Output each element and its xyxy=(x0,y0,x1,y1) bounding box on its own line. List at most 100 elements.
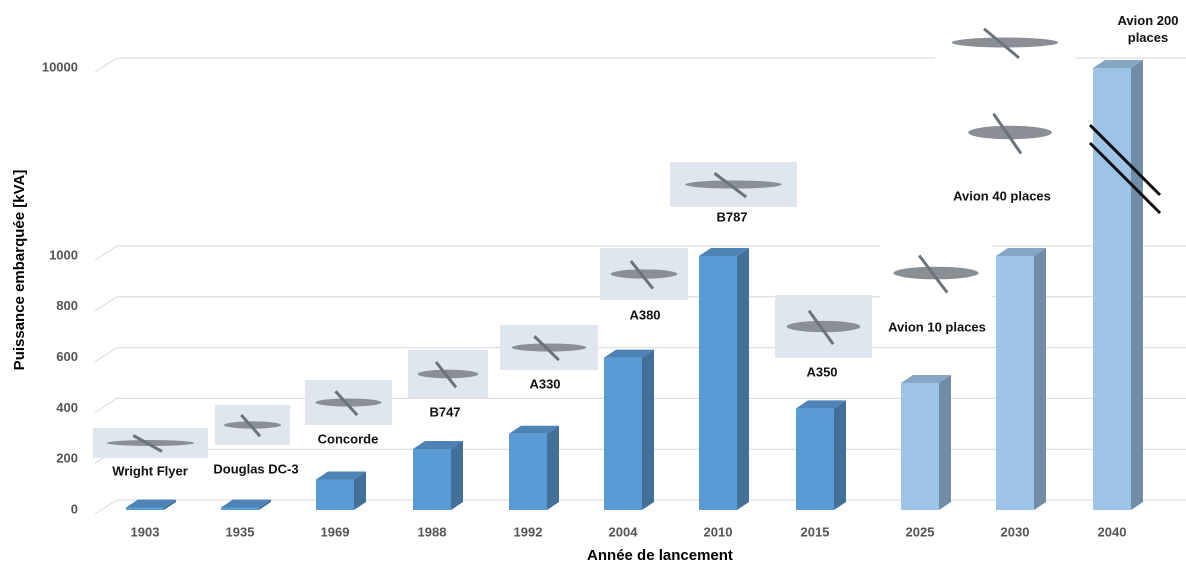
plane-wing xyxy=(918,254,949,294)
bar-side xyxy=(354,471,366,510)
y-tick-label: 1000 xyxy=(49,247,78,262)
aircraft-label: A330 xyxy=(529,376,560,391)
plane-body xyxy=(610,269,678,279)
aircraft-label: Douglas DC-3 xyxy=(213,461,298,476)
grid-line xyxy=(94,245,1186,261)
aircraft-label: B747 xyxy=(429,404,460,419)
aircraft-image xyxy=(880,238,992,308)
plane-wing xyxy=(434,361,458,389)
aircraft-label: Avion 10 places xyxy=(888,319,986,334)
bar-front xyxy=(901,383,939,510)
bar-side xyxy=(1034,248,1046,510)
bar-side xyxy=(642,349,654,510)
plane-wing xyxy=(713,172,748,199)
x-tick-label: 2004 xyxy=(609,524,639,539)
aircraft-image xyxy=(93,428,208,458)
bar-front xyxy=(509,433,547,510)
aircraft-image xyxy=(305,380,392,425)
bar-top xyxy=(221,499,271,508)
x-tick-label: 1935 xyxy=(226,524,255,539)
aircraft-label: Concorde xyxy=(318,431,379,446)
y-tick-label: 0 xyxy=(71,501,78,516)
bar-side xyxy=(1131,60,1143,510)
y-tick-label: 800 xyxy=(56,298,78,313)
bar-front xyxy=(796,408,834,510)
bar-front xyxy=(604,357,642,510)
aircraft-label: Wright Flyer xyxy=(112,463,188,478)
plane-wing xyxy=(334,390,359,417)
aircraft-image xyxy=(408,350,488,398)
plane-body xyxy=(968,125,1052,140)
y-tick-label: 10000 xyxy=(42,59,78,74)
y-axis-title: Puissance embarquée [kVA] xyxy=(11,170,28,371)
x-tick-label: 1988 xyxy=(418,524,447,539)
bar-front xyxy=(413,449,451,510)
x-tick-label: 2040 xyxy=(1098,524,1127,539)
aircraft-label: A380 xyxy=(629,307,660,322)
grid-line xyxy=(94,397,1186,413)
aircraft-image xyxy=(215,405,290,445)
x-tick-label: 2030 xyxy=(1001,524,1030,539)
x-tick-label: 1903 xyxy=(131,524,160,539)
bar-side xyxy=(164,499,176,510)
aircraft-image xyxy=(935,15,1075,70)
aircraft-label: B787 xyxy=(716,209,747,224)
plane-wing xyxy=(533,335,560,362)
x-tick-label: 1969 xyxy=(321,524,350,539)
bar-top xyxy=(413,441,463,450)
bar-front xyxy=(221,507,259,510)
bar-top xyxy=(1093,60,1143,68)
grid-line xyxy=(94,57,1186,73)
plane-body xyxy=(951,37,1059,48)
x-tick-label: 1992 xyxy=(514,524,543,539)
bar-side xyxy=(737,248,749,510)
x-tick-label: 2015 xyxy=(801,524,830,539)
bar-top xyxy=(996,248,1046,256)
aircraft-image xyxy=(775,295,872,358)
axis-break xyxy=(1088,141,1162,215)
plane-body xyxy=(685,180,782,189)
plane-wing xyxy=(629,260,654,290)
bar-front xyxy=(126,507,164,510)
plane-wing xyxy=(240,414,262,438)
bar-top xyxy=(901,375,951,383)
plane-wing xyxy=(983,27,1020,60)
bar-side xyxy=(547,425,559,510)
bar-front xyxy=(1093,68,1131,510)
aircraft-label: Avion 40 places xyxy=(953,188,1051,203)
x-axis-title: Année de lancement xyxy=(587,547,733,564)
aircraft-image xyxy=(500,325,598,370)
bar-side xyxy=(834,400,846,510)
y-tick-label: 400 xyxy=(56,400,78,415)
aircraft-image xyxy=(670,162,797,207)
bar-top xyxy=(126,499,176,508)
bar-side xyxy=(259,499,271,510)
x-tick-label: 2010 xyxy=(704,524,733,539)
x-tick-label: 2025 xyxy=(906,524,935,539)
bar-front xyxy=(699,256,737,510)
plane-wing xyxy=(807,309,835,346)
bar-top xyxy=(699,248,749,256)
aircraft-label: Avion 200 places xyxy=(1117,13,1179,45)
plane-wing xyxy=(132,434,163,453)
plane-body xyxy=(417,369,479,379)
bar-front xyxy=(996,256,1034,510)
bar-top xyxy=(604,349,654,358)
bar-side xyxy=(451,441,463,510)
y-tick-label: 200 xyxy=(56,451,78,466)
bar-top xyxy=(796,400,846,409)
aircraft-image xyxy=(600,248,688,300)
plane-body xyxy=(224,421,281,429)
plane-body xyxy=(511,343,587,352)
plane-body xyxy=(315,398,382,407)
bar-front xyxy=(316,479,354,510)
plane-wing xyxy=(992,112,1023,155)
bar-top xyxy=(509,425,559,434)
plane-body xyxy=(786,320,861,333)
aircraft-image xyxy=(955,95,1065,170)
plane-body xyxy=(106,440,195,446)
y-tick-label: 600 xyxy=(56,349,78,364)
bar-side xyxy=(939,375,951,510)
